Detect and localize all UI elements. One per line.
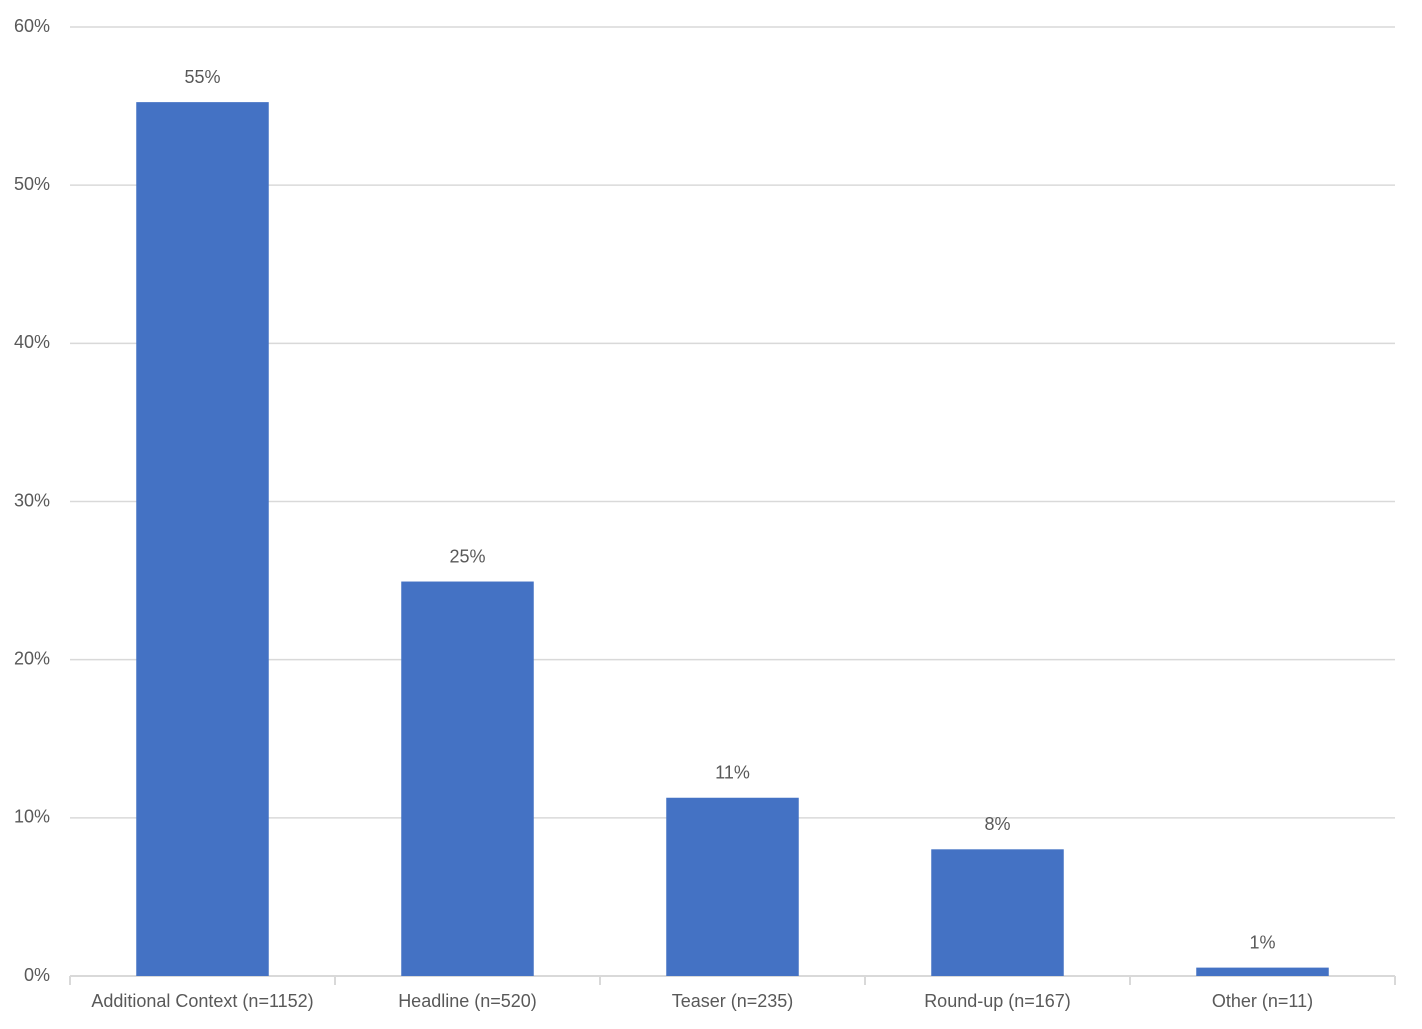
x-tick-label: Additional Context (n=1152) [91,991,313,1011]
x-tick-label: Headline (n=520) [398,991,537,1011]
y-tick-label: 50% [14,174,50,194]
value-label: 55% [184,67,220,87]
bar [1196,967,1329,976]
value-label: 25% [449,546,485,566]
bar [931,849,1064,976]
x-tick-label: Round-up (n=167) [924,991,1071,1011]
value-label: 8% [984,814,1010,834]
value-label: 11% [715,762,750,782]
value-label: 1% [1249,932,1275,952]
x-tick-label: Teaser (n=235) [672,991,794,1011]
y-tick-label: 0% [24,965,50,985]
y-tick-label: 30% [14,490,50,510]
bar [136,102,269,977]
y-tick-label: 60% [14,16,50,36]
bar [666,797,799,976]
bar [401,581,534,976]
y-tick-label: 10% [14,807,50,827]
y-tick-label: 40% [14,332,50,352]
x-tick-label: Other (n=11) [1212,991,1313,1011]
y-tick-label: 20% [14,648,50,668]
